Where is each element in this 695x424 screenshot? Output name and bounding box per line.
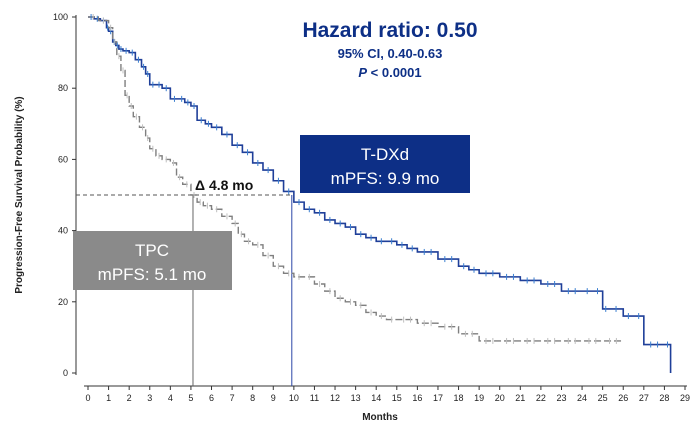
ci-text: 95% CI, 0.40-0.63 — [338, 46, 443, 61]
y-tick-label: 80 — [58, 83, 68, 93]
x-tick-label: 25 — [598, 393, 608, 403]
x-axis-title: Months — [362, 412, 398, 423]
x-tick-label: 16 — [412, 393, 422, 403]
tpc-curve — [88, 16, 624, 342]
x-tick-label: 2 — [127, 393, 132, 403]
x-tick-label: 24 — [577, 393, 587, 403]
x-tick-label: 21 — [515, 393, 525, 403]
tdxd-label-line1: T-DXd — [361, 145, 409, 164]
tdxd-label-line2: mPFS: 9.9 mo — [331, 169, 440, 188]
x-tick-label: 18 — [454, 393, 464, 403]
y-tick-label: 0 — [63, 368, 68, 378]
x-tick-label: 15 — [392, 393, 402, 403]
x-tick-label: 13 — [351, 393, 361, 403]
censor-marks — [90, 14, 669, 348]
tdxd-label-box — [300, 135, 470, 193]
median-reference-lines — [76, 194, 293, 386]
x-tick-label: 23 — [556, 393, 566, 403]
x-tick-label: 14 — [371, 393, 381, 403]
x-tick-label: 10 — [289, 393, 299, 403]
x-tick-label: 1 — [106, 393, 111, 403]
x-tick-label: 12 — [330, 393, 340, 403]
x-tick-label: 3 — [147, 393, 152, 403]
x-tick-label: 19 — [474, 393, 484, 403]
tpc-label-box — [73, 231, 232, 290]
y-tick-label: 20 — [58, 297, 68, 307]
x-tick-label: 27 — [639, 393, 649, 403]
tpc-label-line1: TPC — [135, 241, 169, 260]
x-tick-label: 28 — [659, 393, 669, 403]
x-tick-label: 4 — [168, 393, 173, 403]
hazard-ratio-value: : 0.50 — [424, 19, 478, 42]
hazard-ratio-prefix: Hazard ratio — [302, 19, 423, 42]
tpc-label-line2: mPFS: 5.1 mo — [98, 265, 207, 284]
y-axis-title: Progression-Free Survival Probability (%… — [14, 96, 25, 293]
hazard-ratio-text: Hazard ratio: 0.50 — [302, 19, 477, 42]
p-value-text: P < 0.0001 — [358, 65, 421, 80]
x-tick-label: 22 — [536, 393, 546, 403]
x-tick-label: 8 — [250, 393, 255, 403]
x-tick-label: 5 — [188, 393, 193, 403]
y-tick-label: 40 — [58, 226, 68, 236]
x-tick-label: 0 — [85, 393, 90, 403]
x-tick-label: 11 — [310, 393, 319, 403]
y-tick-label: 100 — [53, 12, 68, 22]
x-tick-label: 20 — [495, 393, 505, 403]
x-tick-label: 17 — [433, 393, 443, 403]
p-value-rest: < 0.0001 — [367, 65, 422, 80]
x-tick-label: 7 — [230, 393, 235, 403]
x-tick-label: 9 — [271, 393, 276, 403]
y-tick-label: 60 — [58, 154, 68, 164]
x-tick-label: 6 — [209, 393, 214, 403]
x-tick-label: 26 — [618, 393, 628, 403]
x-tick-label: 29 — [680, 393, 690, 403]
delta-annotation: Δ 4.8 mo — [195, 177, 253, 193]
p-value-symbol: P — [358, 65, 367, 80]
